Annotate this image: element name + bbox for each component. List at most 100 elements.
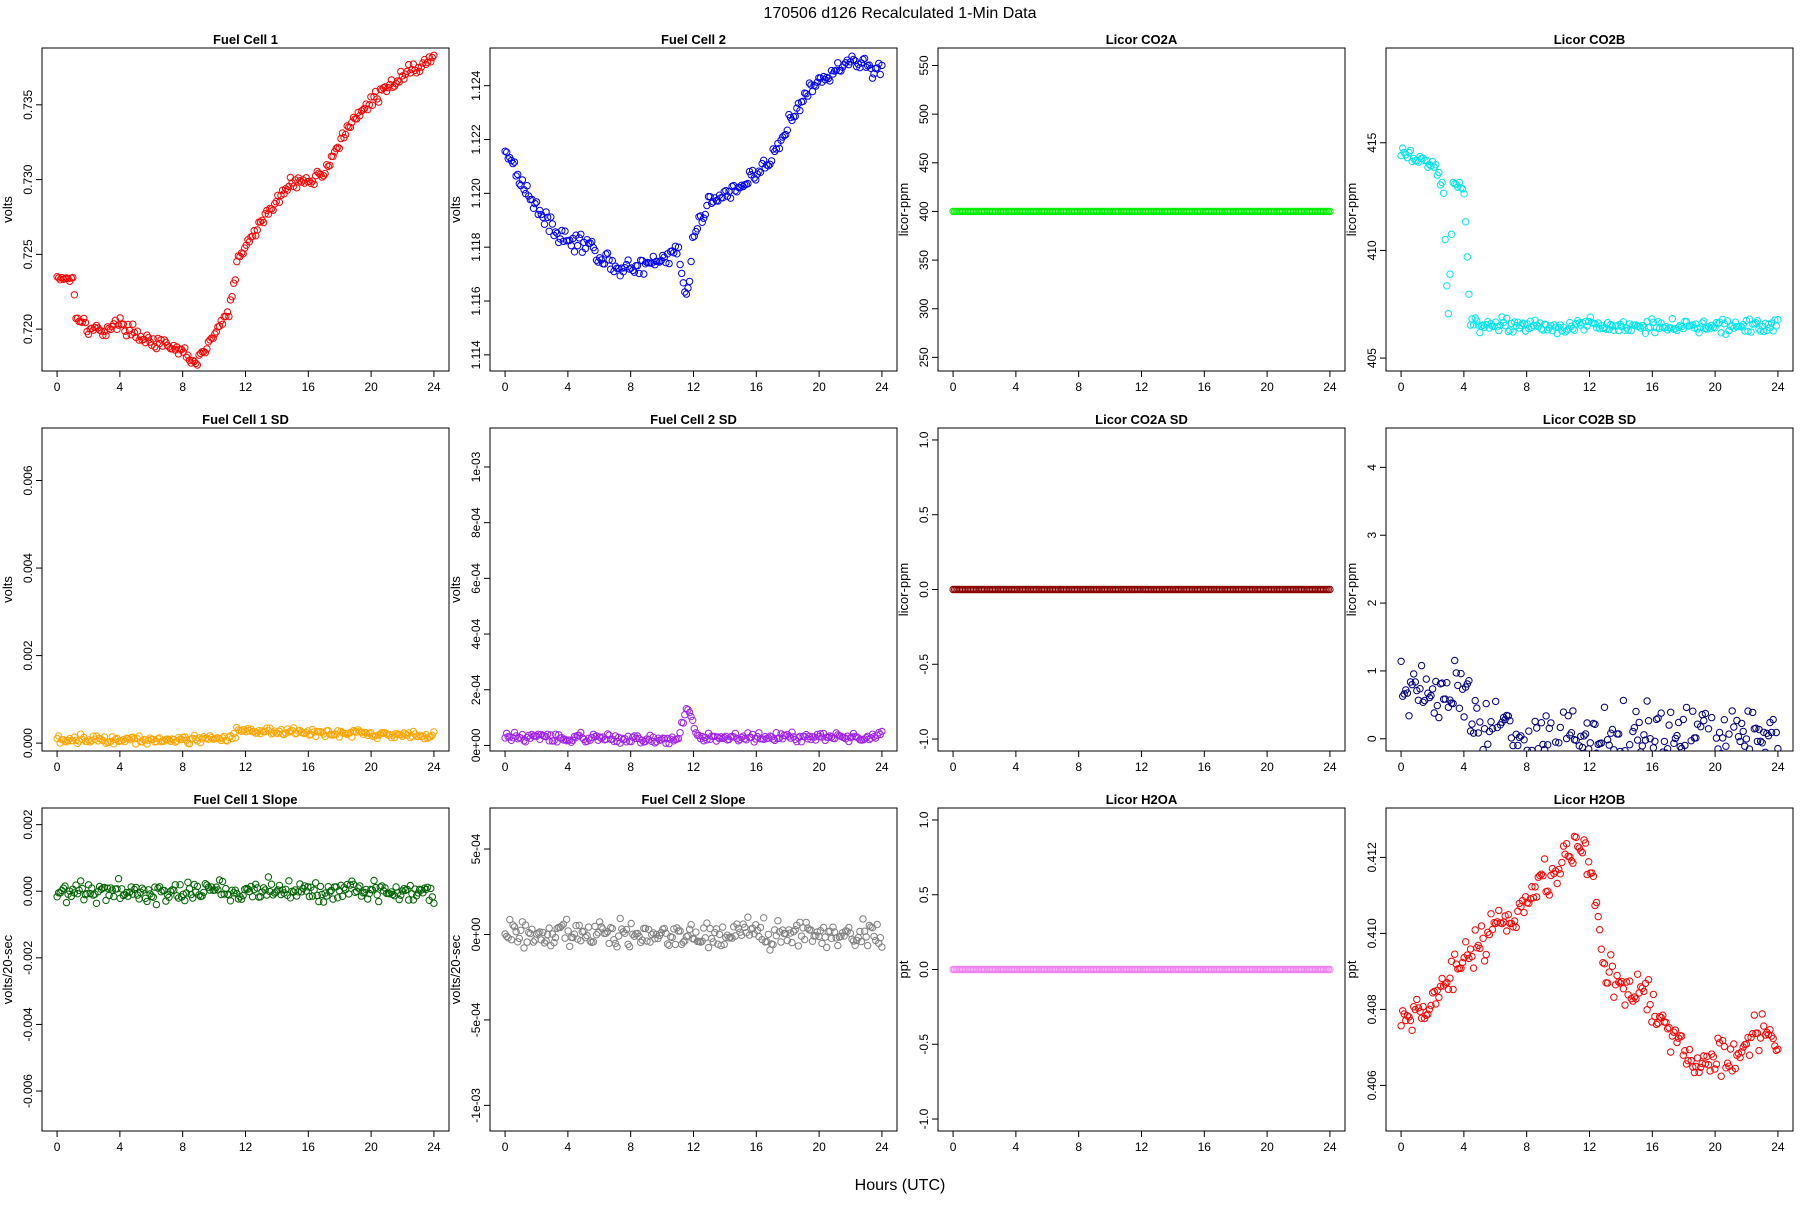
- chart10-xtick-label: 20: [1260, 1140, 1274, 1154]
- chart7-point: [1714, 745, 1722, 751]
- chart3-point: [1405, 148, 1413, 157]
- chart3-point: [1498, 313, 1506, 321]
- chart0-point: [97, 327, 105, 335]
- chart7-point: [1651, 737, 1659, 745]
- chart8-point: [427, 884, 435, 893]
- chart11-point: [1562, 840, 1571, 848]
- chart9-point: [769, 940, 777, 949]
- chart11-point: [1599, 959, 1607, 967]
- chart7-point: [1659, 748, 1667, 751]
- chart7-point: [1482, 699, 1490, 708]
- chart11-point: [1462, 938, 1470, 946]
- chart7-point: [1593, 749, 1600, 751]
- chart0-point: [245, 238, 254, 246]
- chart1-point: [536, 206, 544, 215]
- chart8-point: [220, 890, 228, 898]
- chart9-point: [507, 936, 516, 944]
- chart7-point: [1727, 754, 1733, 760]
- chart3-panel: Licor CO2B licor-ppm 0 4 8 12 16 20 24 405 410 415: [1344, 32, 1794, 394]
- chart11-point: [1665, 1024, 1673, 1032]
- chart7-xtick-label: 0: [1398, 760, 1405, 774]
- chart9-point: [506, 915, 514, 924]
- chart6-xtick-label: 12: [1135, 760, 1149, 774]
- chart11-point: [1760, 1022, 1768, 1030]
- chart0-point: [329, 152, 337, 161]
- chart9-point: [545, 924, 553, 932]
- chart7-point: [1504, 712, 1513, 720]
- chart7-point: [1537, 753, 1543, 759]
- chart6-xtick-label: 8: [1075, 760, 1082, 774]
- chart7-point: [1761, 748, 1769, 751]
- chart9-xtick-label: 4: [565, 1140, 572, 1154]
- chart7-point: [1605, 741, 1613, 749]
- chart11-point: [1618, 977, 1626, 986]
- chart8-point: [124, 892, 132, 900]
- chart3-point: [1455, 178, 1464, 187]
- chart0-point: [296, 177, 304, 185]
- chart7-point: [1628, 756, 1634, 762]
- chart3-point: [1569, 325, 1577, 333]
- chart1-point: [665, 259, 673, 268]
- chart0-point: [346, 123, 355, 132]
- chart11-point: [1466, 945, 1475, 953]
- chart10-points: [949, 965, 1334, 974]
- chart9-point: [827, 934, 836, 943]
- chart5-point: [632, 734, 640, 742]
- chart11-point: [1536, 871, 1544, 880]
- chart0-point: [125, 326, 134, 335]
- chart7-point: [1708, 713, 1716, 722]
- chart7-point: [1632, 707, 1640, 716]
- chart9-point: [873, 920, 881, 929]
- chart8-ytick-label: 0.000: [21, 876, 35, 906]
- chart11-point: [1477, 922, 1486, 930]
- chart1-point: [531, 199, 539, 208]
- chart5-point: [755, 729, 763, 737]
- chart10-ylabel: ppt: [896, 960, 911, 978]
- chart9-point: [791, 926, 799, 934]
- chart8-point: [62, 898, 71, 907]
- chart6-xtick-label: 0: [950, 760, 957, 774]
- chart1-point: [726, 194, 735, 202]
- chart0-point: [337, 134, 345, 143]
- chart7-point: [1460, 713, 1468, 721]
- chart11-point: [1659, 1011, 1667, 1019]
- chart3-point: [1473, 317, 1481, 325]
- chart1-xtick-label: 4: [565, 380, 572, 394]
- chart4-point: [143, 740, 151, 748]
- chart1-point: [849, 55, 858, 64]
- chart11-point: [1397, 1021, 1405, 1030]
- chart4-point: [185, 740, 194, 748]
- chart9-point: [857, 937, 866, 946]
- chart0-point: [256, 218, 265, 226]
- chart7-point: [1635, 718, 1643, 727]
- chart1-xtick-label: 12: [687, 380, 701, 394]
- chart4-point: [261, 728, 269, 736]
- chart8-point: [305, 892, 314, 901]
- chart11-xtick-label: 24: [1771, 1140, 1785, 1154]
- chart1-point: [577, 230, 585, 239]
- chart7-point: [1616, 747, 1624, 751]
- chart7-point: [1405, 712, 1413, 720]
- chart5-title: Fuel Cell 2 SD: [650, 412, 737, 427]
- chart11-xtick-label: 20: [1708, 1140, 1722, 1154]
- chart7-point: [1511, 764, 1517, 770]
- chart0-point: [95, 326, 104, 334]
- chart1-points: [501, 52, 886, 298]
- chart0-point: [283, 186, 291, 194]
- chart8-point: [200, 888, 208, 897]
- chart7-point: [1537, 719, 1546, 727]
- chart11-point: [1577, 847, 1585, 855]
- chart7-point: [1559, 763, 1565, 769]
- chart3-xtick-label: 24: [1771, 380, 1785, 394]
- chart8-ytick-label: -0.002: [21, 941, 35, 975]
- chart10-panel: Licor H2OA ppt 0 4 8 12 16 20 24 -1.0 -0.5 0.0 0.5 1.…: [896, 792, 1346, 1154]
- chart9-point: [832, 934, 840, 942]
- chart8-point: [108, 886, 117, 894]
- chart4-xtick-label: 8: [179, 760, 186, 774]
- chart11-point: [1738, 1048, 1746, 1056]
- chart7-point: [1416, 685, 1424, 693]
- chart8-point: [92, 899, 101, 907]
- chart11-point: [1487, 910, 1495, 918]
- chart1-point: [755, 167, 763, 175]
